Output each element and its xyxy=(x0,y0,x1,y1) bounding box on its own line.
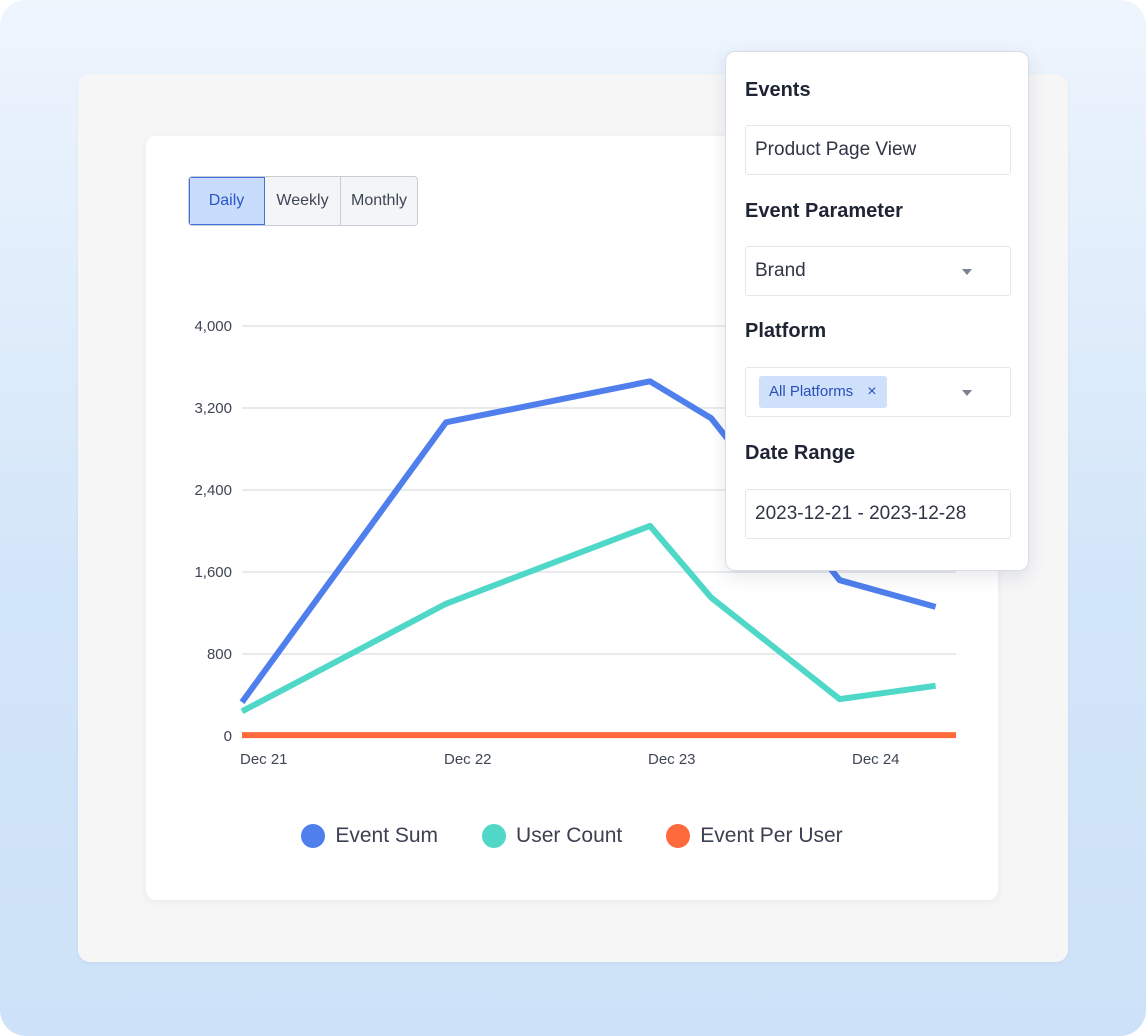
date-range-input[interactable]: 2023-12-21 - 2023-12-28 xyxy=(745,489,1011,539)
event-parameter-label: Event Parameter xyxy=(745,200,903,222)
y-tick-label: 3,200 xyxy=(194,400,232,417)
circle-icon xyxy=(482,824,507,848)
legend-label: Event Per User xyxy=(700,824,843,847)
caret-down-icon xyxy=(962,269,972,275)
circle-icon xyxy=(301,824,326,848)
y-axis-ticks: 0 800 1,600 2,400 3,200 4,000 xyxy=(194,318,232,745)
x-tick-label: Dec 22 xyxy=(444,751,492,768)
circle-icon xyxy=(666,824,691,848)
y-tick-label: 0 xyxy=(224,728,232,745)
series-lines xyxy=(239,378,956,739)
platform-select[interactable]: All Platforms × xyxy=(745,367,1011,417)
period-toggle: Daily Weekly Monthly xyxy=(188,176,418,226)
x-axis-ticks: Dec 21 Dec 22 Dec 23 Dec 24 xyxy=(240,751,900,768)
legend-label: User Count xyxy=(516,824,623,847)
series-line-event-sum xyxy=(239,378,937,704)
event-parameter-select[interactable]: Brand xyxy=(745,246,1011,296)
series-line-user-count xyxy=(240,522,937,715)
weekly-button[interactable]: Weekly xyxy=(265,177,341,225)
y-tick-label: 800 xyxy=(207,646,232,663)
platform-chip-label: All Platforms xyxy=(769,383,854,400)
date-range-label: Date Range xyxy=(745,442,856,464)
platform-chip: All Platforms × xyxy=(759,376,887,408)
chart-legend: Event Sum User Count Event Per User xyxy=(146,824,998,848)
y-tick-label: 4,000 xyxy=(194,318,232,335)
daily-button[interactable]: Daily xyxy=(189,177,265,225)
x-tick-label: Dec 24 xyxy=(852,751,900,768)
y-tick-label: 1,600 xyxy=(194,564,232,581)
events-input[interactable]: Product Page View xyxy=(745,125,1011,175)
x-tick-label: Dec 21 xyxy=(240,751,288,768)
legend-item-user-count[interactable]: User Count xyxy=(482,824,622,848)
monthly-button[interactable]: Monthly xyxy=(350,192,408,209)
events-label: Events xyxy=(745,79,811,101)
legend-label: Event Sum xyxy=(335,824,439,847)
event-parameter-value: Brand xyxy=(755,260,806,281)
legend-item-event-per-user[interactable]: Event Per User xyxy=(666,824,843,848)
close-icon[interactable]: × xyxy=(867,383,877,400)
events-value: Product Page View xyxy=(755,139,917,160)
x-tick-label: Dec 23 xyxy=(648,751,696,768)
date-range-value: 2023-12-21 - 2023-12-28 xyxy=(755,503,967,524)
legend-item-event-sum[interactable]: Event Sum xyxy=(301,824,438,848)
caret-down-icon xyxy=(962,390,972,396)
filter-panel: Events Product Page View Event Parameter… xyxy=(725,51,1029,571)
y-tick-label: 2,400 xyxy=(194,482,232,499)
platform-label: Platform xyxy=(745,320,827,342)
